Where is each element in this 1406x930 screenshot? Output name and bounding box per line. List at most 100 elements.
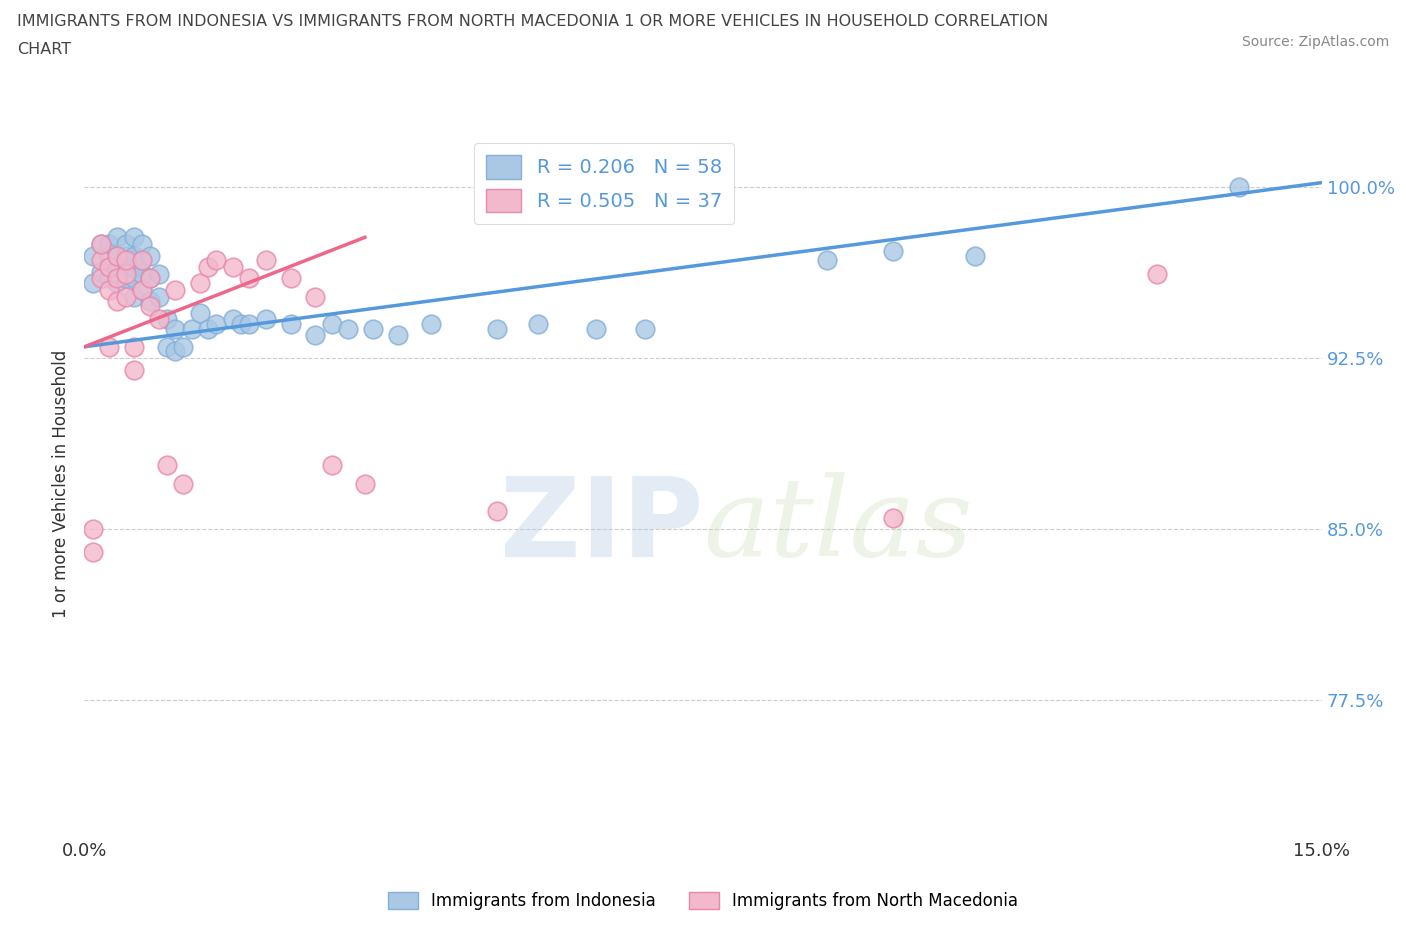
Point bbox=[387, 328, 409, 343]
Point bbox=[122, 230, 145, 245]
Text: Source: ZipAtlas.com: Source: ZipAtlas.com bbox=[1241, 35, 1389, 49]
Point bbox=[229, 316, 252, 331]
Point bbox=[197, 321, 219, 336]
Point bbox=[114, 289, 136, 304]
Point bbox=[321, 316, 343, 331]
Point bbox=[321, 458, 343, 472]
Point bbox=[156, 339, 179, 354]
Point bbox=[98, 271, 121, 286]
Point bbox=[280, 271, 302, 286]
Point bbox=[139, 271, 162, 286]
Point bbox=[82, 275, 104, 290]
Point bbox=[205, 253, 228, 268]
Point bbox=[188, 275, 211, 290]
Point bbox=[90, 237, 112, 252]
Point bbox=[122, 339, 145, 354]
Point bbox=[82, 248, 104, 263]
Point bbox=[254, 312, 277, 326]
Point bbox=[180, 321, 202, 336]
Point bbox=[114, 248, 136, 263]
Point bbox=[139, 299, 162, 313]
Point bbox=[82, 522, 104, 537]
Point bbox=[122, 248, 145, 263]
Point bbox=[98, 259, 121, 274]
Point bbox=[105, 275, 128, 290]
Point bbox=[165, 321, 187, 336]
Point bbox=[197, 259, 219, 274]
Point bbox=[254, 253, 277, 268]
Text: atlas: atlas bbox=[703, 472, 973, 579]
Point bbox=[98, 339, 121, 354]
Text: IMMIGRANTS FROM INDONESIA VS IMMIGRANTS FROM NORTH MACEDONIA 1 OR MORE VEHICLES : IMMIGRANTS FROM INDONESIA VS IMMIGRANTS … bbox=[17, 14, 1047, 29]
Point bbox=[90, 237, 112, 252]
Point bbox=[148, 289, 170, 304]
Point bbox=[188, 305, 211, 320]
Point bbox=[148, 266, 170, 281]
Point bbox=[1146, 266, 1168, 281]
Point bbox=[114, 253, 136, 268]
Point bbox=[131, 283, 153, 298]
Point bbox=[90, 253, 112, 268]
Point bbox=[82, 545, 104, 560]
Legend: Immigrants from Indonesia, Immigrants from North Macedonia: Immigrants from Indonesia, Immigrants fr… bbox=[381, 885, 1025, 917]
Point bbox=[148, 312, 170, 326]
Point bbox=[105, 248, 128, 263]
Point bbox=[280, 316, 302, 331]
Point bbox=[485, 321, 508, 336]
Point bbox=[105, 271, 128, 286]
Point bbox=[131, 283, 153, 298]
Point bbox=[634, 321, 657, 336]
Point bbox=[105, 230, 128, 245]
Point bbox=[1227, 179, 1250, 194]
Point bbox=[965, 248, 987, 263]
Point bbox=[585, 321, 607, 336]
Point bbox=[165, 344, 187, 359]
Point bbox=[122, 289, 145, 304]
Point bbox=[485, 503, 508, 518]
Point bbox=[172, 476, 194, 491]
Point bbox=[105, 259, 128, 274]
Point bbox=[353, 476, 375, 491]
Point bbox=[105, 248, 128, 263]
Point bbox=[114, 266, 136, 281]
Point bbox=[882, 511, 904, 525]
Point bbox=[304, 328, 326, 343]
Point bbox=[139, 271, 162, 286]
Point bbox=[131, 237, 153, 252]
Point bbox=[98, 237, 121, 252]
Point bbox=[122, 271, 145, 286]
Point bbox=[304, 289, 326, 304]
Point bbox=[131, 253, 153, 268]
Point bbox=[222, 312, 245, 326]
Point bbox=[527, 316, 550, 331]
Point bbox=[156, 312, 179, 326]
Y-axis label: 1 or more Vehicles in Household: 1 or more Vehicles in Household bbox=[52, 350, 70, 618]
Point bbox=[419, 316, 441, 331]
Point bbox=[98, 259, 121, 274]
Point bbox=[222, 259, 245, 274]
Point bbox=[90, 264, 112, 279]
Point bbox=[165, 283, 187, 298]
Point bbox=[114, 271, 136, 286]
Point bbox=[90, 271, 112, 286]
Point bbox=[122, 362, 145, 377]
Point bbox=[122, 259, 145, 274]
Point bbox=[205, 316, 228, 331]
Point bbox=[361, 321, 384, 336]
Text: ZIP: ZIP bbox=[499, 472, 703, 579]
Point bbox=[98, 248, 121, 263]
Point bbox=[131, 253, 153, 268]
Point bbox=[98, 283, 121, 298]
Text: CHART: CHART bbox=[17, 42, 70, 57]
Point bbox=[105, 294, 128, 309]
Point bbox=[139, 294, 162, 309]
Point bbox=[172, 339, 194, 354]
Point bbox=[238, 271, 260, 286]
Point bbox=[815, 253, 838, 268]
Point bbox=[114, 237, 136, 252]
Point bbox=[131, 266, 153, 281]
Point bbox=[337, 321, 360, 336]
Point bbox=[139, 248, 162, 263]
Point bbox=[882, 244, 904, 259]
Legend: R = 0.206   N = 58, R = 0.505   N = 37: R = 0.206 N = 58, R = 0.505 N = 37 bbox=[474, 143, 734, 224]
